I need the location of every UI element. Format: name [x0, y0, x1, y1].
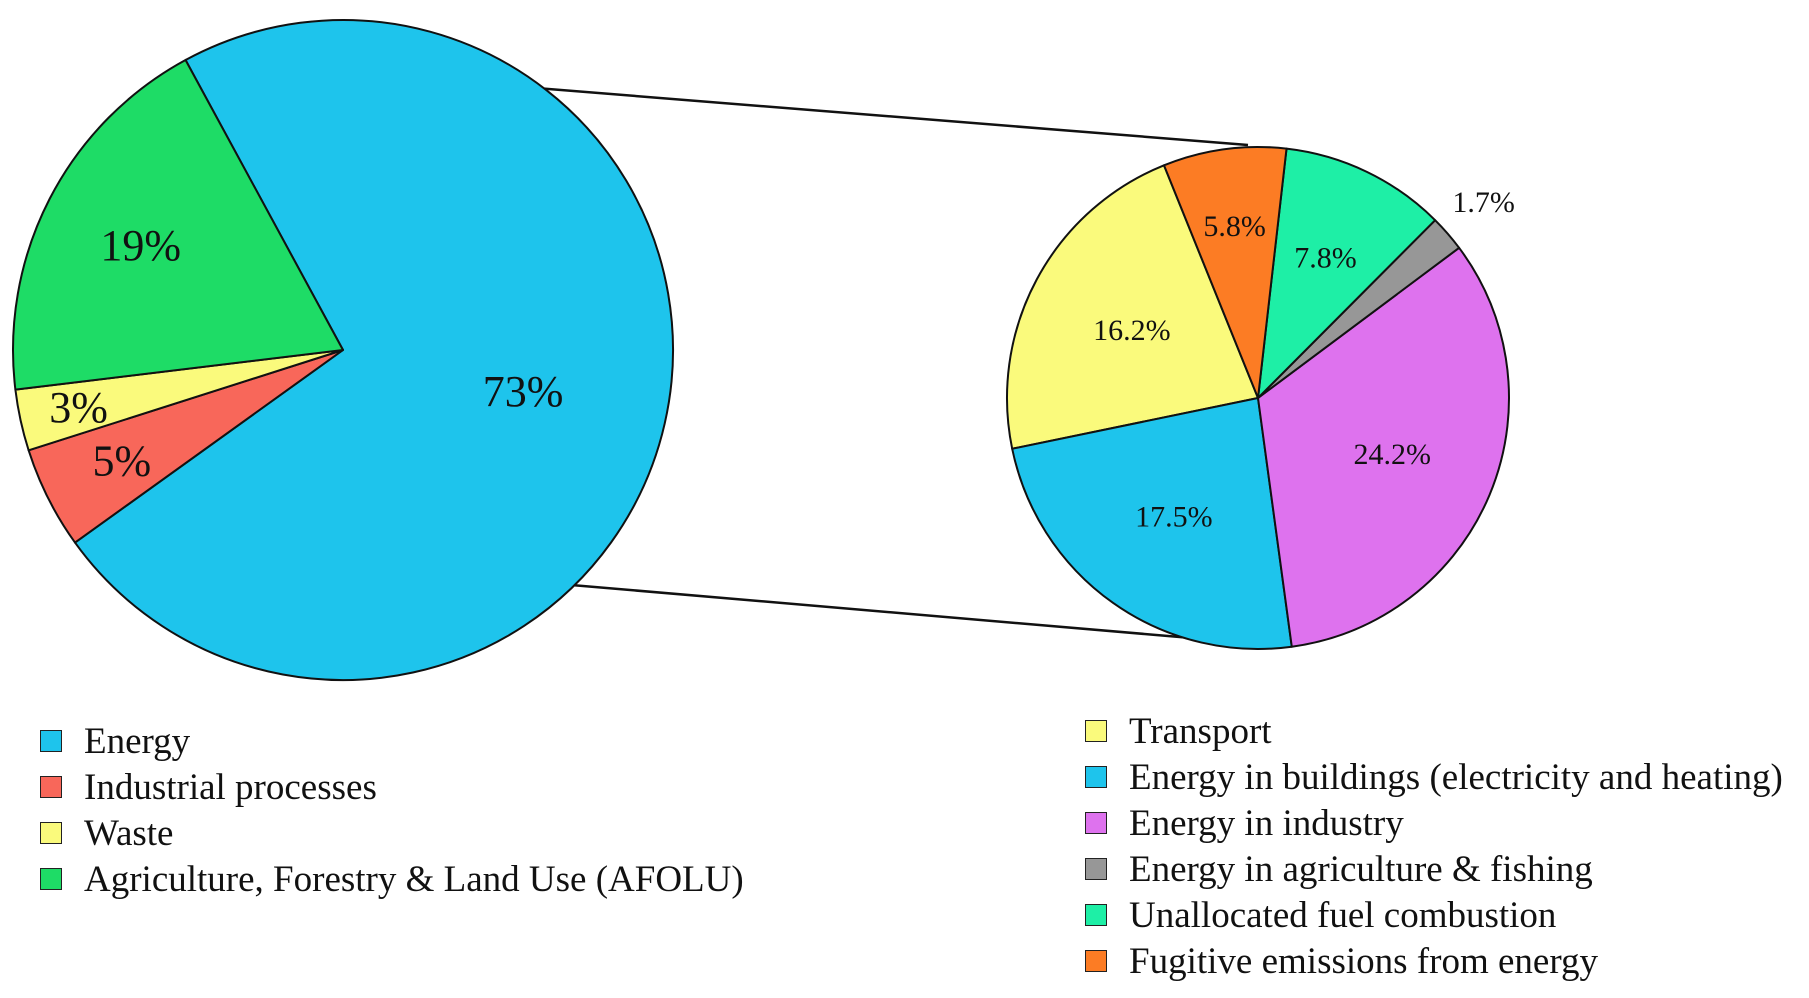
legend-label: Energy in agriculture & fishing	[1129, 848, 1593, 890]
legend-label: Energy	[84, 720, 191, 762]
energy-slice-energy-in-buildings-electricity-and-heating	[1011, 397, 1293, 650]
energy-legend-item-energy-in-buildings-electricity-and-heating: Energy in buildings (electricity and hea…	[1085, 754, 1783, 800]
legend-swatch	[1085, 904, 1107, 926]
energy-legend-item-energy-in-agriculture-fishing: Energy in agriculture & fishing	[1085, 846, 1783, 892]
legend-swatch	[1085, 720, 1107, 742]
legend-swatch	[1085, 950, 1107, 972]
main-pie	[12, 19, 674, 681]
main-pie-legend: Energy Industrial processes Waste Agricultu…	[40, 718, 744, 902]
legend-swatch	[1085, 766, 1107, 788]
main-legend-item-industrial-processes: Industrial processes	[40, 764, 744, 810]
energy-label-transport: 16.2%	[1093, 314, 1171, 347]
energy-label-energy-in-industry: 24.2%	[1354, 438, 1432, 471]
main-slice-energy	[74, 19, 674, 681]
legend-swatch	[1085, 858, 1107, 880]
legend-label: Agriculture, Forestry & Land Use (AFOLU)	[84, 858, 744, 900]
legend-label: Energy in industry	[1129, 802, 1404, 844]
main-pie-labels: 73% 5% 3% 19%	[49, 221, 563, 486]
legend-label: Energy in buildings (electricity and hea…	[1129, 756, 1783, 798]
main-legend-item-energy: Energy	[40, 718, 744, 764]
energy-slice-fugitive-emissions-from-energy	[1162, 146, 1288, 399]
main-label-waste: 3%	[49, 383, 108, 432]
energy-breakdown-pie-labels: 16.2% 17.5% 24.2% 1.7% 7.8% 5.8%	[1093, 186, 1515, 534]
legend-label: Unallocated fuel combustion	[1129, 894, 1557, 936]
energy-label-energy-in-buildings-electricity-and-heating: 17.5%	[1135, 500, 1213, 533]
energy-legend-item-unallocated-fuel-combustion: Unallocated fuel combustion	[1085, 892, 1783, 938]
legend-label: Waste	[84, 812, 174, 854]
energy-breakdown-legend: Transport Energy in buildings (electricit…	[1085, 708, 1783, 984]
main-label-agriculture-forestry-land-use-afolu: 19%	[100, 221, 181, 270]
legend-label: Industrial processes	[84, 766, 377, 808]
legend-swatch	[40, 822, 62, 844]
legend-swatch	[40, 776, 62, 798]
legend-swatch	[40, 868, 62, 890]
main-label-industrial-processes: 5%	[93, 437, 152, 486]
energy-label-fugitive-emissions-from-energy: 5.8%	[1203, 210, 1266, 243]
legend-swatch	[1085, 812, 1107, 834]
energy-legend-item-fugitive-emissions-from-energy: Fugitive emissions from energy	[1085, 938, 1783, 984]
energy-slice-energy-in-industry	[1257, 246, 1510, 648]
legend-label: Transport	[1129, 710, 1272, 752]
energy-slice-transport	[1006, 164, 1259, 450]
main-legend-item-agriculture-forestry-land-use-afolu: Agriculture, Forestry & Land Use (AFOLU)	[40, 856, 744, 902]
energy-label-unallocated-fuel-combustion: 7.8%	[1294, 241, 1357, 274]
energy-breakdown-pie	[1006, 146, 1510, 650]
energy-label-energy-in-agriculture-fishing: 1.7%	[1452, 186, 1515, 219]
energy-legend-item-transport: Transport	[1085, 708, 1783, 754]
energy-slice-unallocated-fuel-combustion	[1257, 147, 1437, 399]
legend-label: Fugitive emissions from energy	[1129, 940, 1598, 982]
energy-legend-item-energy-in-industry: Energy in industry	[1085, 800, 1783, 846]
legend-swatch	[40, 730, 62, 752]
main-legend-item-waste: Waste	[40, 810, 744, 856]
main-slice-agriculture-forestry-land-use-afolu	[12, 58, 344, 391]
main-label-energy: 73%	[483, 367, 564, 416]
